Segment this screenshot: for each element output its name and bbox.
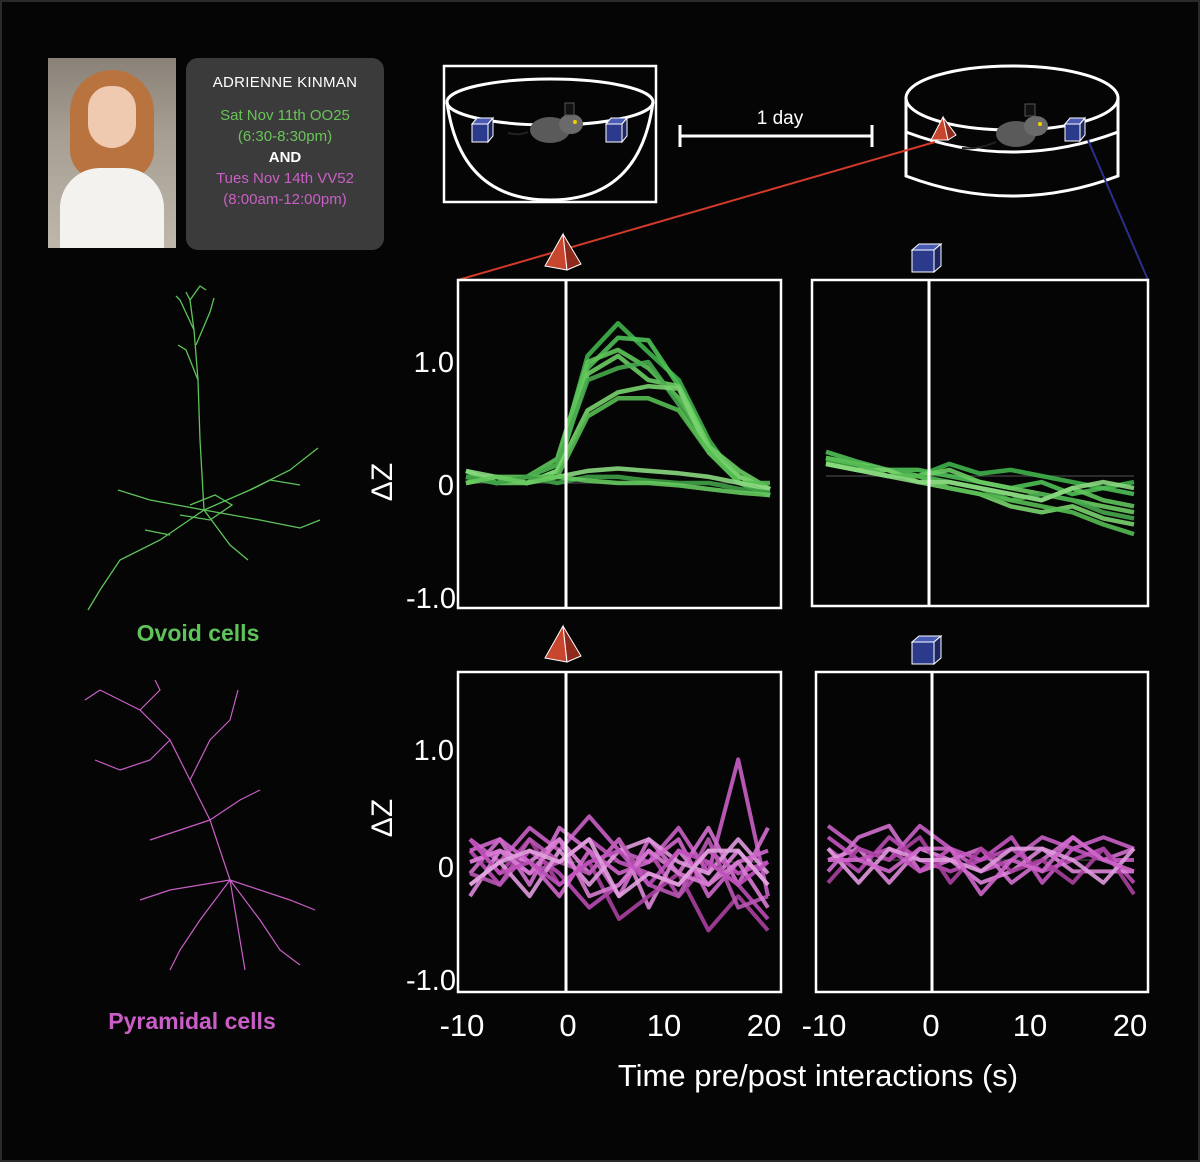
y-tick-label: -1.0 [406, 583, 456, 615]
ovoid-cells-label: Ovoid cells [137, 620, 260, 646]
plot-pyramidal-pyramid-object [468, 757, 770, 933]
series-line [468, 837, 770, 887]
session2-date: Tues Nov 14th VV52 [216, 170, 354, 187]
y-tick-label: 0 [438, 470, 454, 502]
series-line [826, 846, 1136, 885]
x-tick-label: 10 [1013, 1008, 1047, 1043]
arena-day2-wall [904, 98, 1120, 198]
red-connector-line [457, 141, 936, 281]
series-line [826, 835, 1134, 885]
photo-face [88, 86, 136, 148]
cube-object-icon [910, 634, 943, 666]
arena-day1-frame [442, 64, 658, 204]
x-tick-label: 0 [559, 1008, 576, 1043]
session2-time: (8:00am-12:00pm) [223, 191, 347, 208]
interval-bar: 1 day [678, 108, 874, 147]
mouse-icon [961, 103, 1048, 150]
series-line [826, 835, 1136, 896]
y-axis-label: ΔZ [366, 799, 399, 837]
cube-object-icon [1063, 116, 1087, 143]
interval-label: 1 day [757, 108, 804, 129]
x-tick-label: 20 [747, 1008, 781, 1043]
conjunction: AND [268, 149, 302, 166]
cube-object-icon [470, 116, 495, 144]
session1-date: Sat Nov 11th OO25 [220, 107, 350, 124]
ovoid-neuron-morphology [87, 285, 321, 611]
series-line [465, 347, 771, 498]
series-line [465, 383, 771, 492]
chart-frames [456, 278, 1150, 994]
x-tick-label: 10 [647, 1008, 681, 1043]
cube-object-icon [604, 116, 629, 144]
plot-ovoid-pyramid-object [465, 321, 772, 498]
session1-time: (6:30-8:30pm) [237, 128, 333, 145]
arena-day1 [442, 64, 658, 204]
y-ticks: 1.0 0 -1.0 1.0 0 -1.0 [406, 347, 456, 997]
mouse-icon [507, 102, 583, 143]
panel-frame-ovoid-cube [810, 278, 1150, 608]
speaker-photo [48, 58, 176, 248]
plot-pyramidal-cube-object [826, 823, 1136, 897]
series-line [825, 461, 1135, 503]
arena-day1-bowl [445, 101, 655, 202]
series-line [468, 837, 770, 899]
x-tick-label: 20 [1113, 1008, 1147, 1043]
pyramid-object-icon [930, 115, 957, 141]
pyramid-object-icon [544, 624, 582, 663]
arena-day2-floor [905, 130, 1119, 154]
panel-frame-ovoid-pyramid [456, 278, 783, 610]
series-line [465, 474, 771, 498]
photo-shirt [60, 168, 164, 248]
x-tick-label: 0 [922, 1008, 939, 1043]
blue-connector-line [1087, 139, 1149, 281]
plot-layer [465, 321, 1136, 933]
panel-frame-pyramidal-pyramid [456, 670, 783, 994]
cube-object-icon [910, 242, 943, 274]
series-line [828, 835, 1135, 897]
x-axis-label: Time pre/post interactions (s) [618, 1058, 1018, 1093]
speaker-name: ADRIENNE KINMAN [212, 74, 358, 91]
x-ticks: -10 0 10 20 -10 0 10 20 [440, 1008, 1148, 1043]
panel-frame-pyramidal-cube [814, 670, 1150, 994]
x-tick-label: -10 [802, 1008, 847, 1043]
event-lines [564, 280, 934, 992]
plot-ovoid-cube-object [825, 449, 1135, 537]
arena-day2-rim [904, 64, 1120, 132]
y-tick-label: 1.0 [414, 735, 454, 767]
arena-day2 [904, 64, 1120, 198]
y-axis-label: ΔZ [366, 463, 399, 501]
x-tick-label: -10 [440, 1008, 485, 1043]
y-tick-label: 1.0 [414, 347, 454, 379]
pyramidal-neuron-morphology [84, 679, 316, 971]
pyramid-object-icon [544, 232, 582, 271]
y-tick-label: 0 [438, 852, 454, 884]
speaker-info-box: ADRIENNE KINMAN Sat Nov 11th OO25 (6:30-… [186, 58, 384, 250]
series-line [468, 837, 770, 933]
pyramidal-cells-label: Pyramidal cells [108, 1008, 276, 1034]
y-tick-label: -1.0 [406, 965, 456, 997]
